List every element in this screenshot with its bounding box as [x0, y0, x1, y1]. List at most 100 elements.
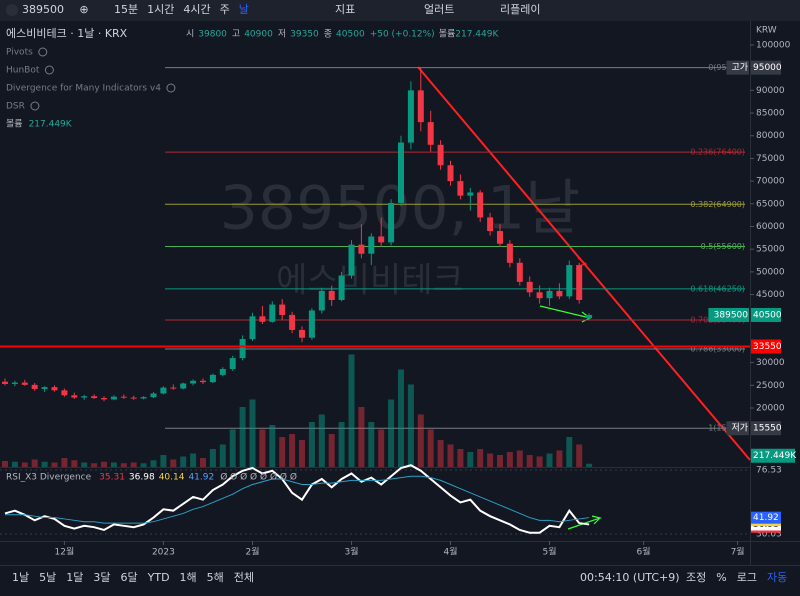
- candle-body: [279, 304, 286, 315]
- ohlc-value: 39350: [290, 30, 319, 40]
- rsi-tick-label: 30.03: [756, 530, 782, 540]
- candle-body: [457, 181, 464, 196]
- trend-line: [417, 66, 751, 461]
- volume-bar: [427, 429, 434, 467]
- ohlc-key: 시: [186, 29, 194, 40]
- interval-button[interactable]: 1시간: [147, 3, 174, 16]
- volume-bar: [160, 455, 167, 467]
- volume-bar: [239, 407, 246, 467]
- candle-body: [497, 231, 503, 244]
- axis-control[interactable]: 자동: [767, 571, 787, 584]
- range-button[interactable]: 1날: [12, 571, 29, 584]
- candle-body: [417, 90, 424, 123]
- volume-bar: [249, 399, 256, 467]
- range-button[interactable]: 3달: [93, 571, 110, 584]
- divergence-arrow: [567, 515, 603, 530]
- candle-body: [120, 396, 127, 398]
- volume-bar: [61, 458, 68, 467]
- range-button[interactable]: 1달: [66, 571, 83, 584]
- volume-bar: [150, 460, 157, 467]
- axis-control[interactable]: %: [716, 571, 726, 584]
- candle-body: [269, 304, 276, 322]
- candle-body: [407, 90, 414, 143]
- y-tick-label: 85000: [756, 109, 785, 119]
- interval-button[interactable]: 4시간: [183, 3, 210, 16]
- visibility-toggle[interactable]: [38, 47, 48, 57]
- fib-label: 0.618(46250): [690, 284, 745, 293]
- volume-bar: [556, 450, 563, 467]
- candle-body: [437, 144, 444, 166]
- candle-body: [388, 202, 395, 243]
- y-tick-label: 50000: [756, 267, 785, 277]
- candle-body: [31, 384, 38, 389]
- price-tag-bg: [726, 421, 749, 436]
- price-label: 15550: [753, 424, 782, 434]
- symbol[interactable]: 389500: [22, 3, 64, 16]
- candle-body: [586, 314, 593, 319]
- volume-key: 볼륨: [439, 29, 456, 40]
- rsi-line: [5, 475, 590, 524]
- candle-body: [338, 275, 345, 301]
- currency: KRW: [756, 26, 777, 36]
- candle-body: [81, 396, 88, 398]
- price-tag-bg: [708, 307, 749, 322]
- candle-body: [447, 165, 454, 182]
- y-tick-label: 30000: [756, 358, 785, 368]
- volume-bar: [120, 463, 127, 467]
- range-button[interactable]: 전체: [234, 571, 254, 584]
- candle-body: [318, 290, 325, 311]
- symbol-icon: [6, 4, 18, 16]
- candle-body: [477, 192, 484, 218]
- rsi-value: 40.14: [159, 473, 185, 483]
- price-tag-bg: [726, 60, 749, 75]
- volume-bar: [269, 425, 276, 467]
- candle-body: [467, 192, 474, 196]
- volume-bar: [259, 429, 266, 467]
- clock: 00:54:10 (UTC+9): [580, 571, 680, 584]
- replay-button[interactable]: 리플레이: [500, 3, 540, 16]
- volume-bar: [526, 455, 533, 467]
- volume-bar: [130, 462, 137, 467]
- volume-bar: [378, 429, 385, 467]
- visibility-toggle[interactable]: [166, 83, 176, 93]
- volume-bar: [417, 414, 424, 467]
- range-button[interactable]: 5해: [207, 570, 224, 584]
- candle-body: [21, 382, 28, 385]
- indicators-button[interactable]: 지표: [335, 3, 355, 16]
- volume-bar: [398, 369, 404, 467]
- candle-body: [536, 292, 543, 299]
- range-button[interactable]: YTD: [147, 571, 170, 584]
- candle-body: [427, 122, 434, 145]
- price-label-bg: [751, 60, 781, 75]
- volume-bar: [566, 437, 573, 467]
- range-button[interactable]: 1해: [180, 570, 197, 584]
- ohlc-value: 39800: [198, 30, 227, 40]
- axis-control[interactable]: 조정: [686, 571, 706, 584]
- price-label-bg: [751, 421, 781, 436]
- volume-bar: [200, 458, 206, 467]
- visibility-toggle[interactable]: [44, 65, 54, 75]
- axis-control[interactable]: 로그: [737, 571, 757, 584]
- volume-bar: [21, 462, 28, 467]
- x-tick-label: 2월: [245, 546, 259, 558]
- interval-button[interactable]: 날: [239, 3, 249, 16]
- candle-body: [328, 290, 335, 301]
- rsi-value: 35.31: [99, 473, 125, 483]
- candle-body: [239, 339, 246, 359]
- interval-button[interactable]: 15분: [114, 3, 138, 16]
- alert-button[interactable]: 얼러트: [424, 2, 454, 16]
- price-tag: 저가: [731, 423, 748, 434]
- fib-label: 0.382(64900): [690, 200, 745, 209]
- range-button[interactable]: 5날: [39, 571, 56, 584]
- y-tick-label: 100000: [756, 40, 791, 50]
- candle-body: [526, 281, 533, 293]
- visibility-toggle[interactable]: [30, 101, 40, 111]
- price-label-bg: [751, 307, 781, 322]
- interval-button[interactable]: 주: [220, 3, 230, 16]
- range-button[interactable]: 6달: [121, 571, 138, 584]
- volume-bar: [180, 456, 187, 467]
- volume-label-bg: [751, 448, 795, 463]
- x-tick-label: 4월: [443, 546, 457, 558]
